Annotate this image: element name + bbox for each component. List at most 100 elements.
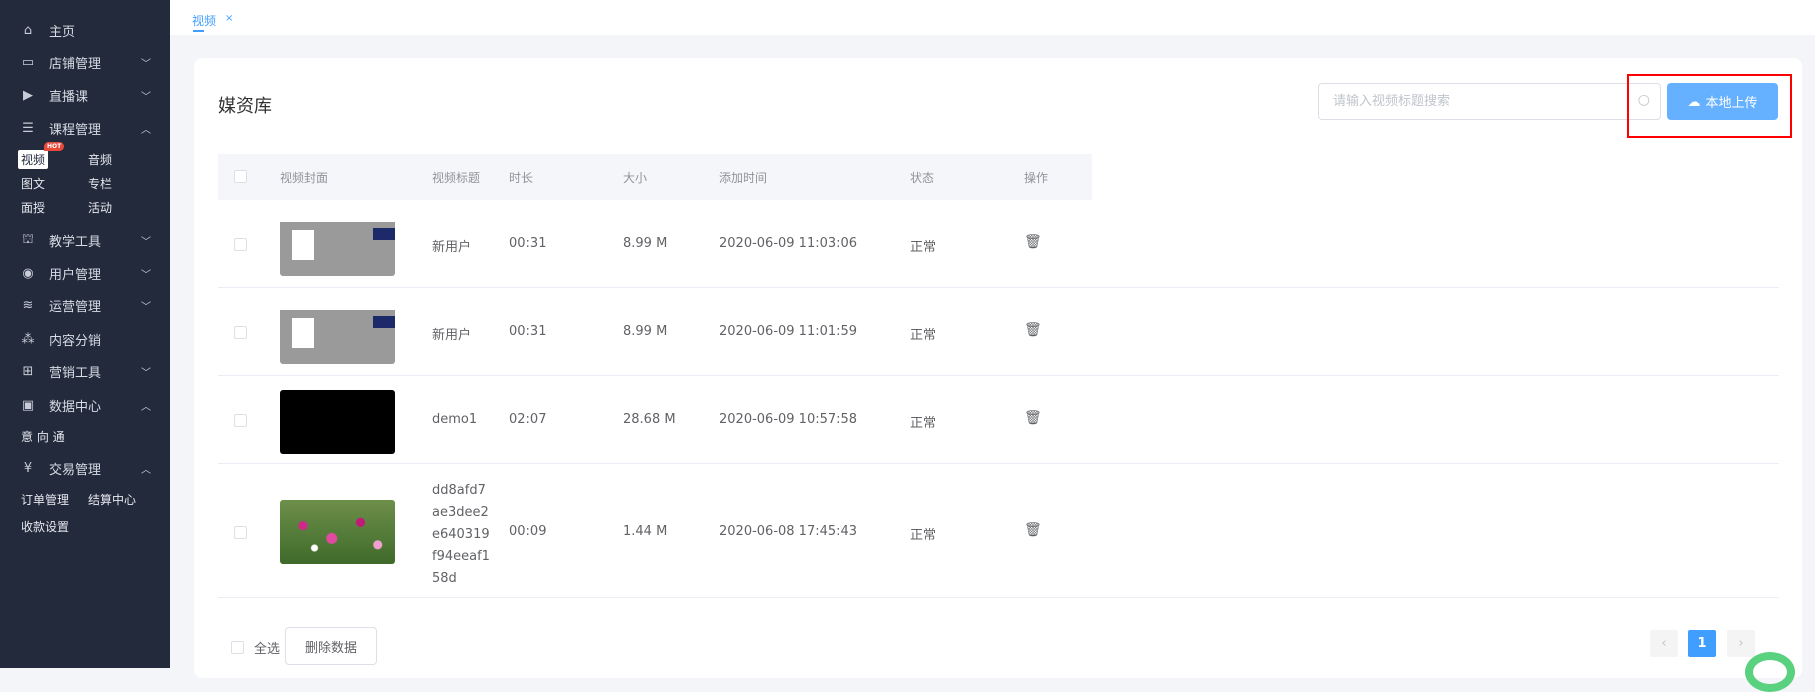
chevron-up-icon: ︿ bbox=[141, 401, 151, 413]
video-title: dd8afd7 ae3dee2 e640319 f94eeaf1 58d bbox=[432, 480, 490, 590]
sidebar-item-marketing[interactable]: ⊞ 营销工具 ﹀ bbox=[0, 358, 170, 384]
yen-icon: ¥ bbox=[23, 460, 33, 476]
sidebar-sub-offline[interactable]: 面授 bbox=[21, 201, 46, 215]
video-status: 正常 bbox=[910, 328, 937, 343]
page-1-button[interactable]: 1 bbox=[1688, 630, 1716, 657]
row-checkbox[interactable] bbox=[234, 326, 247, 339]
title-line: ae3dee2 bbox=[432, 505, 489, 520]
sidebar-sub-event[interactable]: 活动 bbox=[88, 201, 113, 215]
sidebar-item-operations[interactable]: ≋ 运营管理 ﹀ bbox=[0, 292, 170, 318]
video-title: 新用户 bbox=[432, 328, 472, 343]
chevron-down-icon: ﹀ bbox=[141, 269, 151, 281]
row-checkbox[interactable] bbox=[234, 414, 247, 427]
scrollbar[interactable] bbox=[1805, 35, 1815, 668]
video-size: 8.99 M bbox=[623, 324, 668, 339]
trash-icon[interactable]: 🗑 bbox=[1024, 522, 1042, 538]
video-added-time: 2020-06-09 11:01:59 bbox=[719, 324, 858, 339]
chevron-down-icon: ﹀ bbox=[141, 91, 151, 103]
col-added: 添加时间 bbox=[719, 171, 768, 185]
delete-button[interactable]: 删除数据 bbox=[285, 627, 377, 665]
sidebar-sub-video[interactable]: 视频 bbox=[18, 150, 49, 169]
table-row: 新用户 00:31 8.99 M 2020-06-09 11:01:59 正常 … bbox=[218, 288, 1779, 376]
video-status: 正常 bbox=[910, 240, 937, 255]
tab-video[interactable]: 视频 bbox=[192, 14, 217, 28]
video-title: demo1 bbox=[432, 412, 478, 427]
chart-icon: ▣ bbox=[21, 397, 35, 413]
title-line: dd8afd7 bbox=[432, 483, 486, 498]
sidebar-item-data-center[interactable]: ▣ 数据中心 ︿ bbox=[21, 397, 151, 415]
sidebar-item-teaching-tools[interactable]: ⛫ 教学工具 ﹀ bbox=[0, 227, 170, 253]
sidebar-item-distribution[interactable]: ⁂ 内容分销 bbox=[21, 331, 102, 349]
sidebar-sub-payment-settings[interactable]: 收款设置 bbox=[21, 520, 70, 534]
select-all-checkbox[interactable] bbox=[231, 641, 244, 654]
upload-button[interactable]: ☁ 本地上传 bbox=[1667, 83, 1778, 120]
search-icon[interactable]: ○ bbox=[1637, 92, 1650, 108]
sidebar-sub-article[interactable]: 图文 bbox=[21, 177, 46, 191]
layers-icon: ≋ bbox=[22, 297, 34, 313]
sidebar-sub-column[interactable]: 专栏 bbox=[88, 177, 113, 191]
video-added-time: 2020-06-08 17:45:43 bbox=[719, 524, 858, 539]
sidebar-item-course[interactable]: ☰ 课程管理 ︿ bbox=[0, 115, 170, 141]
video-cover[interactable] bbox=[280, 304, 395, 364]
trash-icon[interactable]: 🗑 bbox=[1024, 322, 1042, 338]
next-page-button[interactable]: › bbox=[1727, 630, 1755, 657]
col-duration: 时长 bbox=[509, 171, 534, 185]
video-size: 8.99 M bbox=[623, 236, 668, 251]
tab-close-icon[interactable]: × bbox=[225, 13, 234, 24]
trash-icon[interactable]: 🗑 bbox=[1024, 234, 1042, 250]
cloud-upload-icon: ☁ bbox=[1687, 93, 1701, 109]
course-icon: ☰ bbox=[22, 120, 34, 136]
search-box[interactable]: ○ bbox=[1318, 83, 1661, 120]
sidebar-sub-intent[interactable]: 意 向 通 bbox=[21, 430, 65, 444]
video-added-time: 2020-06-09 10:57:58 bbox=[719, 412, 858, 427]
search-input[interactable] bbox=[1333, 93, 1613, 108]
video-cover[interactable] bbox=[280, 216, 395, 276]
col-title: 视频标题 bbox=[432, 171, 481, 185]
table-row: dd8afd7 ae3dee2 e640319 f94eeaf1 58d 00:… bbox=[218, 464, 1779, 598]
live-icon: ▶ bbox=[23, 87, 33, 103]
sidebar-item-users[interactable]: ◉ 用户管理 ﹀ bbox=[0, 260, 170, 286]
col-status: 状态 bbox=[910, 171, 935, 185]
prev-page-button[interactable]: ‹ bbox=[1650, 630, 1678, 657]
store-icon: ▭ bbox=[21, 54, 35, 70]
sidebar-item-trade[interactable]: ¥ 交易管理 ︿ bbox=[0, 455, 170, 481]
trash-icon[interactable]: 🗑 bbox=[1024, 410, 1042, 426]
floating-widget[interactable] bbox=[1745, 652, 1795, 692]
video-added-time: 2020-06-09 11:03:06 bbox=[719, 236, 858, 251]
col-cover: 视频封面 bbox=[280, 171, 329, 185]
hot-badge: HOT bbox=[44, 142, 65, 151]
table-row: demo1 02:07 28.68 M 2020-06-09 10:57:58 … bbox=[218, 376, 1779, 464]
video-status: 正常 bbox=[910, 416, 937, 431]
video-status: 正常 bbox=[910, 528, 937, 543]
col-size: 大小 bbox=[623, 171, 648, 185]
sidebar-item-live[interactable]: ▶ 直播课 ﹀ bbox=[0, 82, 170, 108]
col-actions: 操作 bbox=[1024, 171, 1049, 185]
chevron-down-icon: ﹀ bbox=[141, 58, 151, 70]
sidebar-sub-orders[interactable]: 订单管理 bbox=[21, 493, 70, 507]
row-checkbox[interactable] bbox=[234, 526, 247, 539]
home-icon: ⌂ bbox=[23, 22, 33, 38]
sidebar-item-store[interactable]: ▭ 店铺管理 ﹀ bbox=[21, 54, 151, 72]
video-cover[interactable] bbox=[280, 390, 395, 454]
title-line: e640319 bbox=[432, 527, 490, 542]
user-icon: ◉ bbox=[22, 265, 34, 281]
chevron-down-icon: ﹀ bbox=[141, 301, 151, 313]
chevron-up-icon: ︿ bbox=[141, 124, 151, 136]
video-cover[interactable] bbox=[280, 500, 395, 564]
table-row: 新用户 00:31 8.99 M 2020-06-09 11:03:06 正常 … bbox=[218, 200, 1779, 288]
sidebar-sub-audio[interactable]: 音频 bbox=[88, 153, 113, 167]
sidebar-item-home[interactable]: ⌂ 主页 bbox=[0, 17, 170, 43]
row-checkbox[interactable] bbox=[234, 238, 247, 251]
sidebar-sub-settlement[interactable]: 结算中心 bbox=[88, 493, 137, 507]
table-header: 视频封面 视频标题 时长 大小 添加时间 状态 操作 bbox=[218, 154, 1092, 200]
video-size: 28.68 M bbox=[623, 412, 676, 427]
tab-active-indicator bbox=[193, 30, 204, 32]
video-duration: 02:07 bbox=[509, 412, 547, 427]
video-size: 1.44 M bbox=[623, 524, 668, 539]
video-duration: 00:31 bbox=[509, 236, 547, 251]
video-duration: 00:31 bbox=[509, 324, 547, 339]
select-all-label[interactable]: 全选 bbox=[254, 642, 281, 657]
distribution-icon: ⁂ bbox=[21, 331, 35, 347]
header-checkbox[interactable] bbox=[234, 170, 247, 183]
chevron-down-icon: ﹀ bbox=[141, 236, 151, 248]
